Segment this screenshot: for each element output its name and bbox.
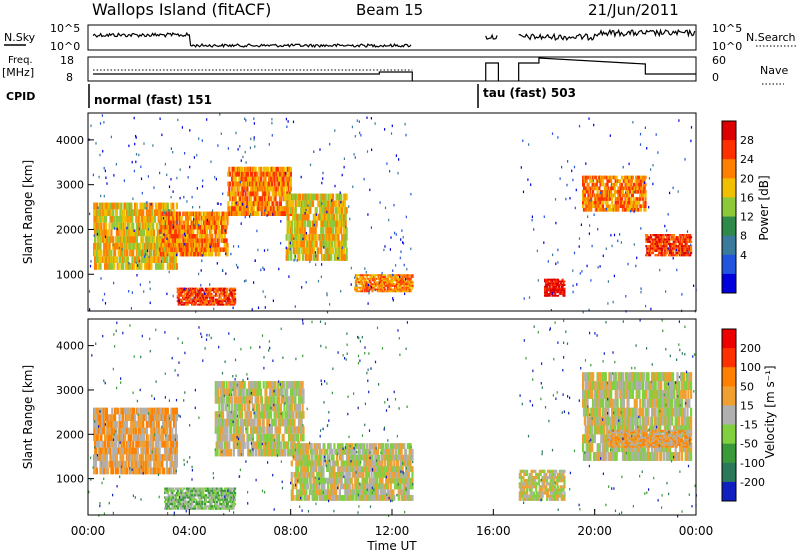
y-tick-label-2: 2000 <box>56 428 84 441</box>
colorbar-swatch-4 <box>722 197 736 218</box>
frequency-series-tau <box>485 57 696 81</box>
power-panel: 4000 3000 2000 1000 Slant Range [km] 28 24 20… <box>21 112 771 314</box>
colorbar-swatch-6 <box>722 443 736 464</box>
cpid-mode-tau: tau (fast) 503 <box>483 86 576 100</box>
echo-region-4 <box>518 469 566 501</box>
colorbar-tick-3: 16 <box>740 191 754 204</box>
colorbar-swatch-1 <box>722 348 736 368</box>
noise-tick-high-left: 10^5 <box>50 22 80 35</box>
colorbar-tick-5: -50 <box>740 438 758 451</box>
x-tick-label-4: 16:00 <box>476 524 511 538</box>
frequency-panel: Freq. [MHz] 18 8 60 0 Nave <box>2 54 788 85</box>
nave-tick-0: 0 <box>712 71 719 84</box>
colorbar-swatch-3 <box>722 386 736 406</box>
colorbar-swatch-7 <box>722 462 736 483</box>
colorbar-swatch-1 <box>722 140 736 160</box>
cpid-mode-normal: normal (fast) 151 <box>94 93 212 107</box>
echo-region-2 <box>176 287 237 306</box>
colorbar-tick-6: -100 <box>740 457 765 470</box>
cpid-label: CPID <box>6 90 35 103</box>
colorbar-tick-3: 15 <box>740 399 754 412</box>
echo-region-1 <box>164 487 237 510</box>
freq-unit-label: [MHz] <box>2 66 34 79</box>
colorbar-swatch-2 <box>722 367 736 387</box>
y-tick-label-0: 4000 <box>56 134 84 147</box>
date-label: 21/Jun/2011 <box>588 1 679 19</box>
cpid-row: CPID normal (fast) 151 tau (fast) 503 <box>6 84 576 108</box>
noise-tick-high-right: 10^5 <box>712 22 742 35</box>
velocity-y-label: Slant Range [km] <box>21 365 35 469</box>
echo-region-0 <box>93 407 178 475</box>
colorbar-swatch-0 <box>722 121 736 141</box>
colorbar-swatch-3 <box>722 178 736 198</box>
echo-region-8 <box>645 234 693 257</box>
scatter-echoes <box>88 113 697 314</box>
x-axis-label: Time UT <box>366 539 417 553</box>
colorbar-swatch-0 <box>722 329 736 349</box>
colorbar-swatch-8 <box>722 481 736 502</box>
colorbar-tick-4: 12 <box>740 211 754 224</box>
colorbar-tick-2: 20 <box>740 172 754 185</box>
colorbar-swatch-7 <box>722 254 736 275</box>
y-tick-label-1: 3000 <box>56 384 84 397</box>
colorbar-tick-4: -15 <box>740 419 758 432</box>
beam-label: Beam 15 <box>356 1 423 19</box>
colorbar-tick-7: -200 <box>740 476 765 489</box>
freq-tick-18: 18 <box>60 54 74 67</box>
n-search-label: N.Search <box>746 31 796 44</box>
colorbar-swatch-2 <box>722 159 736 179</box>
noise-panel: N.Sky 10^5 10^0 10^5 10^0 N.Search <box>4 22 796 53</box>
noise-sky-series-2 <box>518 28 696 42</box>
echo-region-7 <box>582 175 647 212</box>
colorbar-tick-2: 50 <box>740 380 754 393</box>
power-colorbar-label: Power [dB] <box>757 175 771 240</box>
colorbar-tick-0: 28 <box>740 134 754 147</box>
station-title: Wallops Island (fitACF) <box>92 0 271 19</box>
x-tick-label-6: 00:00 <box>679 524 714 538</box>
echo-region-6 <box>544 278 566 297</box>
x-tick-label-1: 04:00 <box>172 524 207 538</box>
colorbar-tick-0: 200 <box>740 342 761 355</box>
colorbar-tick-5: 8 <box>740 230 747 243</box>
echo-region-5 <box>354 274 414 293</box>
y-tick-label-3: 1000 <box>56 473 84 486</box>
echo-region-4 <box>285 193 348 261</box>
n-sky-label: N.Sky <box>4 31 36 44</box>
y-tick-label-0: 4000 <box>56 340 84 353</box>
colorbar-frame <box>721 120 737 294</box>
colorbar-tick-1: 24 <box>740 153 754 166</box>
x-tick-label-0: 00:00 <box>71 524 106 538</box>
frequency-series-normal <box>93 71 413 81</box>
colorbar-tick-1: 100 <box>740 361 761 374</box>
x-tick-label-3: 12:00 <box>375 524 410 538</box>
colorbar-tick-6: 4 <box>740 249 747 262</box>
y-tick-label-3: 1000 <box>56 268 84 281</box>
velocity-colorbar-label: Velocity [m s⁻¹] <box>763 365 777 458</box>
colorbar-swatch-4 <box>722 405 736 426</box>
freq-label: Freq. <box>8 55 33 66</box>
noise-tick-low-left: 10^0 <box>50 40 80 53</box>
echo-region-3 <box>227 166 292 216</box>
colorbar-swatch-5 <box>722 216 736 237</box>
echo-region-2 <box>214 381 305 457</box>
colorbar-swatch-6 <box>722 235 736 256</box>
noise-tick-low-right: 10^0 <box>712 40 742 53</box>
colorbar-frame <box>721 328 737 502</box>
colorbar-swatch-5 <box>722 424 736 445</box>
y-tick-label-2: 2000 <box>56 223 84 236</box>
nave-label: Nave <box>760 64 788 77</box>
velocity-panel: 4000 3000 2000 1000 Slant Range [km] 200 100… <box>21 318 777 553</box>
x-tick-label-5: 20:00 <box>577 524 612 538</box>
nave-tick-60: 60 <box>712 54 726 67</box>
y-tick-label-1: 3000 <box>56 179 84 192</box>
x-tick-label-2: 08:00 <box>273 524 308 538</box>
noise-sky-series-1 <box>485 33 498 40</box>
echo-region-3 <box>290 443 414 501</box>
colorbar-swatch-8 <box>722 273 736 294</box>
freq-tick-8: 8 <box>66 71 73 84</box>
noise-sky-series-0 <box>92 31 412 49</box>
power-y-label: Slant Range [km] <box>21 160 35 264</box>
